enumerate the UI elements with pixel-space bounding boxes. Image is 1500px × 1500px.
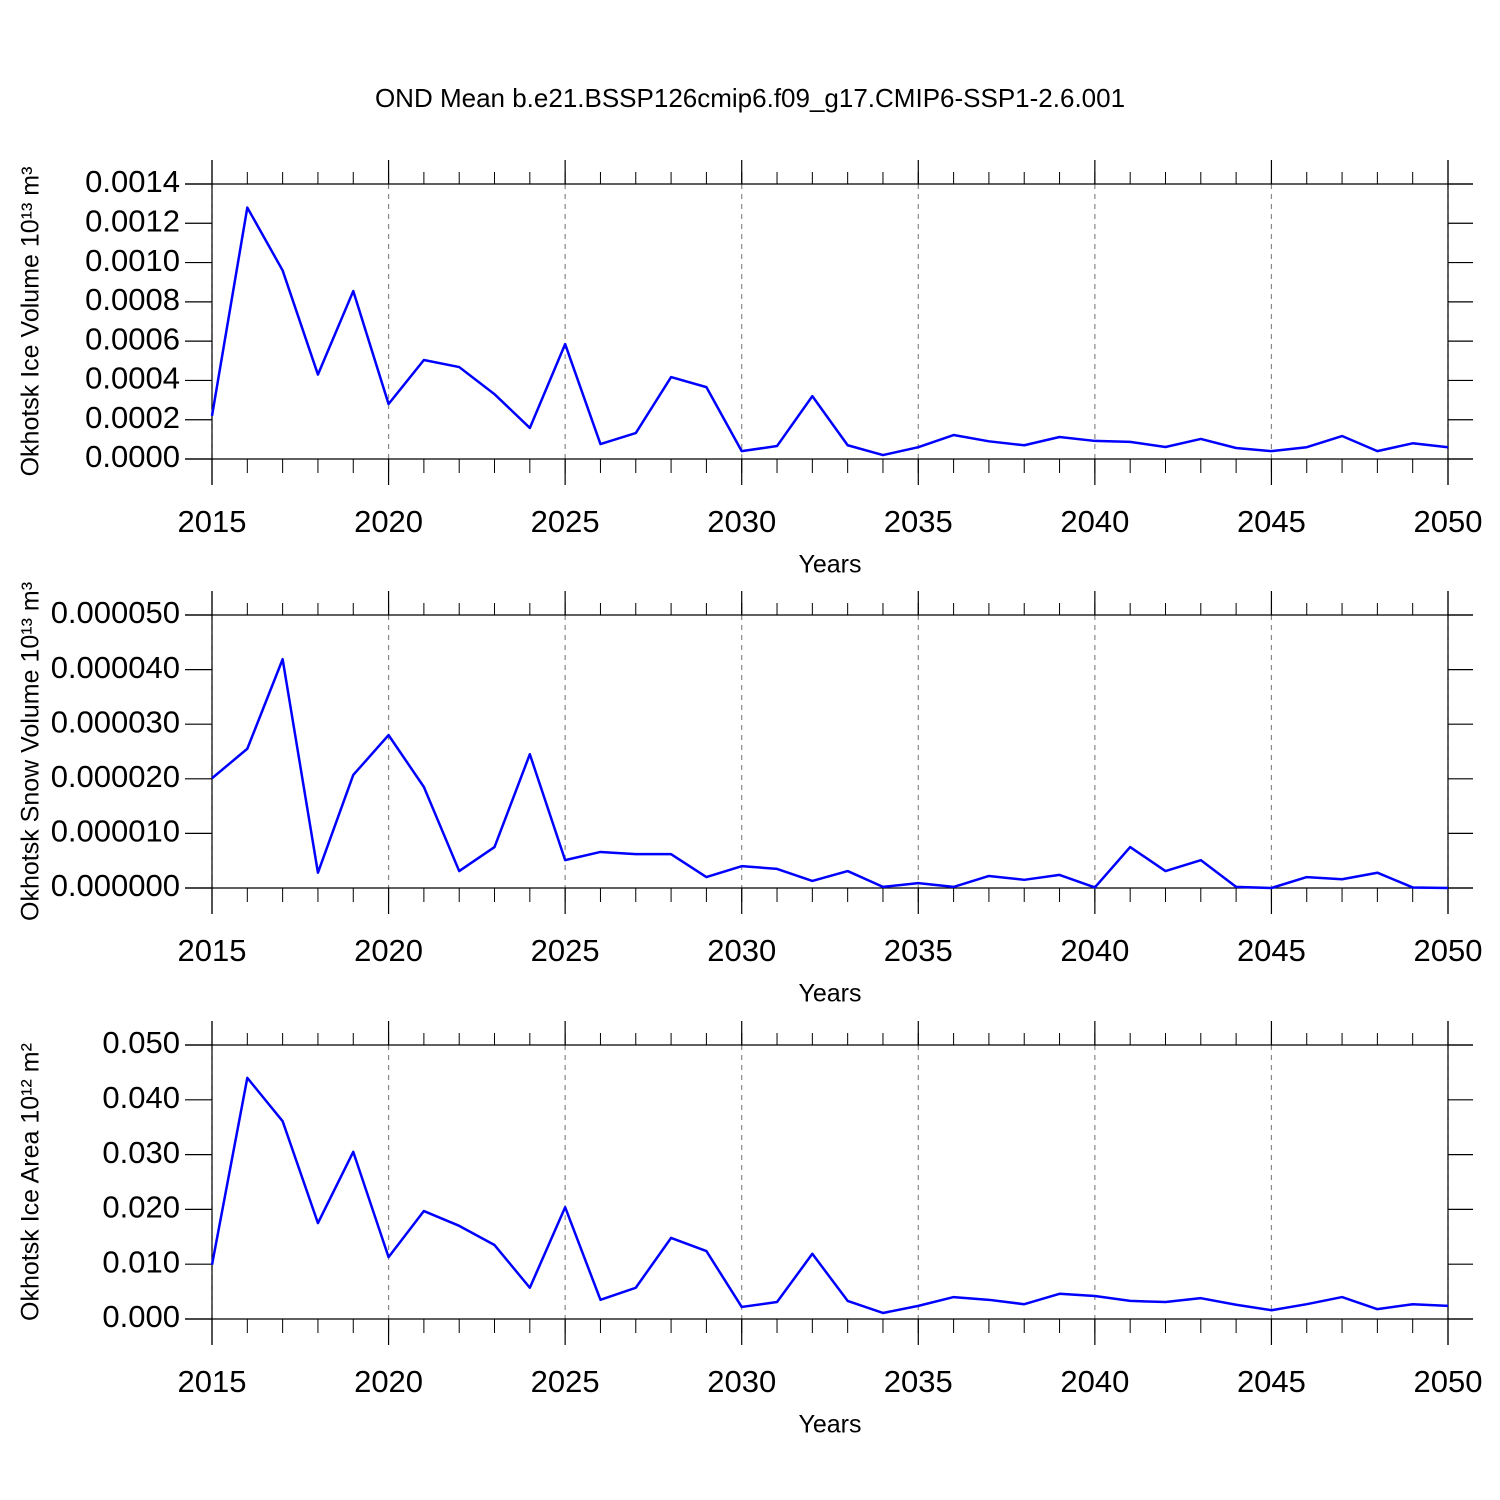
data-line (210, 206, 1449, 457)
y-tick-label: 0.030 (102, 1135, 180, 1170)
x-tick-label: 2015 (178, 1364, 247, 1399)
x-tick-label: 2050 (1414, 504, 1483, 539)
y-tick-label: 0.000020 (51, 759, 180, 794)
y-tick-label: 0.040 (102, 1080, 180, 1115)
x-tick-label: 2050 (1414, 1364, 1483, 1399)
x-tick-label: 2030 (707, 933, 776, 968)
x-tick-label: 2045 (1237, 933, 1306, 968)
x-tick-label: 2020 (354, 1364, 423, 1399)
y-tick-label: 0.000050 (51, 595, 180, 630)
y-tick-label: 0.050 (102, 1025, 180, 1060)
y-tick-label: 0.0000 (85, 439, 180, 474)
x-tick-label: 2035 (884, 933, 953, 968)
x-tick-label: 2035 (884, 504, 953, 539)
x-tick-label: 2015 (178, 504, 247, 539)
y-axis-label: Okhotsk Ice Volume 10¹³ m³ (17, 167, 45, 477)
x-tick-label: 2040 (1060, 1364, 1129, 1399)
x-tick-label: 2025 (531, 504, 600, 539)
y-tick-label: 0.000010 (51, 814, 180, 849)
y-tick-label: 0.0010 (85, 243, 180, 278)
x-tick-label: 2045 (1237, 1364, 1306, 1399)
y-tick-label: 0.0002 (85, 400, 180, 435)
x-tick-label: 2015 (178, 933, 247, 968)
y-tick-label: 0.010 (102, 1244, 180, 1279)
y-tick-label: 0.0008 (85, 282, 180, 317)
y-tick-label: 0.020 (102, 1190, 180, 1225)
x-tick-label: 2025 (531, 933, 600, 968)
y-tick-label: 0.0004 (85, 361, 180, 396)
chart-title: OND Mean b.e21.BSSP126cmip6.f09_g17.CMIP… (375, 83, 1125, 113)
data-line (210, 1076, 1449, 1315)
y-tick-label: 0.0012 (85, 203, 180, 238)
y-tick-label: 0.000040 (51, 650, 180, 685)
y-tick-label: 0.0014 (85, 164, 180, 199)
x-tick-label: 2020 (354, 933, 423, 968)
x-tick-label: 2025 (531, 1364, 600, 1399)
y-axis-label: Okhotsk Ice Area 10¹² m² (17, 1043, 45, 1321)
x-tick-label: 2050 (1414, 933, 1483, 968)
x-axis-label: Years (798, 980, 861, 1008)
x-tick-label: 2040 (1060, 933, 1129, 968)
x-tick-label: 2045 (1237, 504, 1306, 539)
x-axis-label: Years (798, 1411, 861, 1439)
y-tick-label: 0.0006 (85, 321, 180, 356)
x-tick-label: 2035 (884, 1364, 953, 1399)
x-tick-label: 2020 (354, 504, 423, 539)
x-tick-label: 2030 (707, 504, 776, 539)
x-axis-label: Years (798, 551, 861, 579)
x-tick-label: 2040 (1060, 504, 1129, 539)
y-tick-label: 0.000 (102, 1299, 180, 1334)
y-tick-label: 0.000000 (51, 868, 180, 903)
x-tick-label: 2030 (707, 1364, 776, 1399)
data-line (211, 657, 1449, 890)
y-axis-label: Okhotsk Snow Volume 10¹³ m³ (17, 582, 45, 921)
y-tick-label: 0.000030 (51, 704, 180, 739)
